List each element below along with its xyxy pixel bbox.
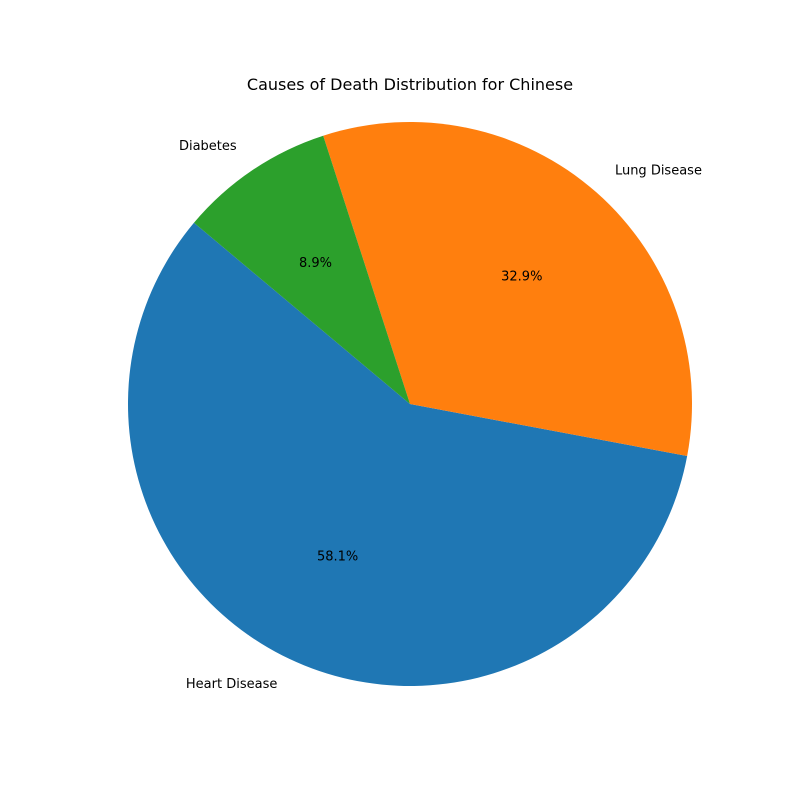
slice-percent-lung-disease: 32.9% — [501, 269, 542, 284]
slice-label-diabetes: Diabetes — [179, 139, 237, 154]
slice-percent-heart-disease: 58.1% — [317, 549, 358, 564]
pie-slice-lung-disease — [323, 122, 692, 457]
pie-slice-heart-disease — [127, 222, 688, 687]
slice-percent-diabetes: 8.9% — [299, 256, 332, 271]
pie-slices — [127, 122, 692, 687]
slice-label-heart-disease: Heart Disease — [186, 677, 277, 692]
pie-slice-diabetes — [193, 135, 410, 404]
pie-labels: Heart Disease 58.1% Lung Disease 32.9% Diabe… — [179, 139, 702, 692]
slice-label-lung-disease: Lung Disease — [615, 164, 702, 179]
chart-title: Causes of Death Distribution for Chinese — [247, 75, 573, 94]
